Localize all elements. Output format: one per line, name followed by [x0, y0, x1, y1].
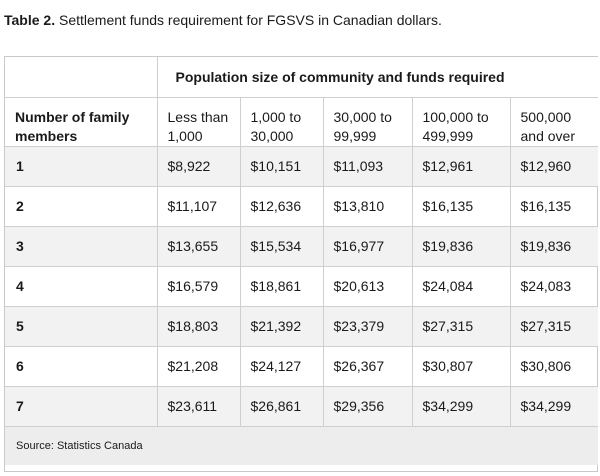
column-header: 500,000 and over: [510, 97, 599, 147]
corner-cell: [5, 57, 158, 98]
row-label: 4: [5, 266, 158, 307]
table-row: 4 $16,579 $18,861 $20,613 $24,084 $24,08…: [5, 266, 599, 307]
table-cell: $34,299: [412, 386, 511, 427]
table-cell: $26,367: [323, 346, 413, 387]
table-cell: $21,208: [157, 346, 241, 387]
source-row: Source: Statistics Canada: [5, 426, 599, 465]
table-cell: $10,151: [240, 146, 324, 187]
table-cell: $16,135: [412, 186, 511, 227]
caption-text: Settlement funds requirement for FGSVS i…: [55, 12, 442, 28]
row-label: 5: [5, 306, 158, 347]
row-label: 7: [5, 386, 158, 427]
row-label: 2: [5, 186, 158, 227]
table-cell: $20,613: [323, 266, 413, 307]
family-members-header: Number of family members: [5, 97, 158, 147]
table-caption: Table 2. Settlement funds requirement fo…: [4, 12, 442, 28]
table-cell: $12,961: [412, 146, 511, 187]
table-cell: $26,861: [240, 386, 324, 427]
table-cell: $27,315: [412, 306, 511, 347]
row-label: 3: [5, 226, 158, 267]
table-cell: $23,611: [157, 386, 241, 427]
table-row: 5 $18,803 $21,392 $23,379 $27,315 $27,31…: [5, 306, 599, 347]
caption-label: Table 2.: [4, 12, 56, 28]
column-header: Less than 1,000: [157, 97, 241, 147]
source-note: Source: Statistics Canada: [5, 426, 599, 465]
table-cell: $30,807: [412, 346, 511, 387]
table-cell: $24,084: [412, 266, 511, 307]
row-label: 6: [5, 346, 158, 387]
funds-table: Population size of community and funds r…: [5, 57, 599, 465]
table-cell: $16,579: [157, 266, 241, 307]
table-cell: $23,379: [323, 306, 413, 347]
table-row: 2 $11,107 $12,636 $13,810 $16,135 $16,13…: [5, 186, 599, 227]
table-cell: $19,836: [510, 226, 599, 267]
table-cell: $34,299: [510, 386, 599, 427]
table-cell: $30,806: [510, 346, 599, 387]
table-cell: $12,636: [240, 186, 324, 227]
table-cell: $15,534: [240, 226, 324, 267]
population-group-header: Population size of community and funds r…: [157, 57, 599, 98]
table-cell: $21,392: [240, 306, 324, 347]
column-header: 1,000 to 30,000: [240, 97, 324, 147]
table-row: 6 $21,208 $24,127 $26,367 $30,807 $30,80…: [5, 346, 599, 387]
table-cell: $13,810: [323, 186, 413, 227]
table-cell: $27,315: [510, 306, 599, 347]
column-header: 100,000 to 499,999: [412, 97, 511, 147]
table-cell: $12,960: [510, 146, 599, 187]
table-cell: $11,107: [157, 186, 241, 227]
row-label: 1: [5, 146, 158, 187]
table-cell: $19,836: [412, 226, 511, 267]
table-cell: $24,083: [510, 266, 599, 307]
column-header: 30,000 to 99,999: [323, 97, 413, 147]
funds-table-container: Population size of community and funds r…: [4, 56, 599, 472]
table-cell: $18,861: [240, 266, 324, 307]
table-row: 3 $13,655 $15,534 $16,977 $19,836 $19,83…: [5, 226, 599, 267]
table-cell: $24,127: [240, 346, 324, 387]
table-cell: $18,803: [157, 306, 241, 347]
table-cell: $11,093: [323, 146, 413, 187]
column-header-row: Number of family members Less than 1,000…: [5, 97, 599, 147]
table-cell: $16,135: [510, 186, 599, 227]
table-cell: $29,356: [323, 386, 413, 427]
table-row: 7 $23,611 $26,861 $29,356 $34,299 $34,29…: [5, 386, 599, 427]
table-cell: $16,977: [323, 226, 413, 267]
table-cell: $13,655: [157, 226, 241, 267]
table-cell: $8,922: [157, 146, 241, 187]
table-row: 1 $8,922 $10,151 $11,093 $12,961 $12,960: [5, 146, 599, 187]
group-header-row: Population size of community and funds r…: [5, 57, 599, 98]
